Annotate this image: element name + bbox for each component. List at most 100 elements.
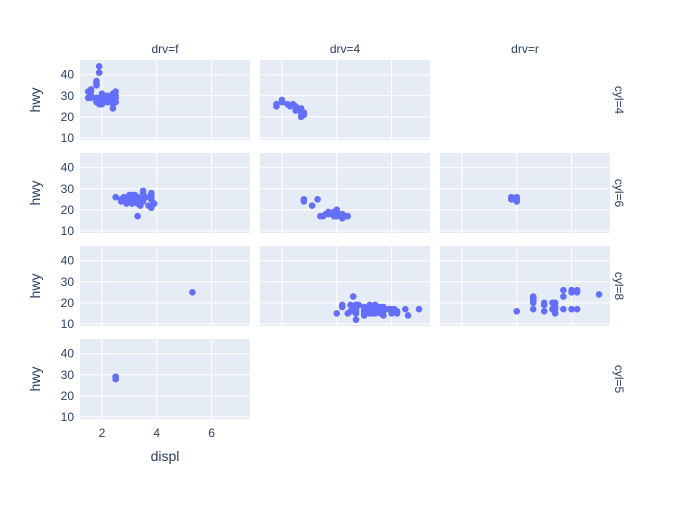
data-point [393,310,401,317]
data-point [189,289,196,296]
data-point [595,291,603,298]
data-point [380,303,387,311]
y-tick-label: 20 [61,203,75,217]
y-tick-label: 30 [61,89,75,103]
data-point [333,206,341,214]
y-tick-label: 10 [61,410,75,424]
data-point [273,103,280,110]
data-point [352,316,360,323]
data-point [134,212,141,220]
y-tick-label: 10 [61,224,75,238]
column-facet-label: drv=r [511,42,539,56]
data-point [568,286,575,294]
data-point [300,109,308,116]
data-point [300,198,308,205]
data-point [338,301,346,309]
y-tick-label: 40 [61,254,75,268]
x-tick-label: 2 [99,426,106,440]
column-facet-label: drv=f [151,42,179,56]
panel-background [260,153,430,233]
y-tick-label: 30 [61,368,75,382]
panel-background [80,246,250,326]
panel-background [440,153,610,233]
data-point [573,289,581,296]
row-facet-label: cyl=4 [612,86,626,115]
data-point [147,191,155,199]
data-point [510,196,518,203]
data-point [95,63,103,70]
data-point [117,196,125,203]
data-point [128,198,136,205]
data-point [95,69,103,76]
data-point [84,88,92,95]
data-point [560,305,567,313]
y-tick-label: 30 [61,275,75,289]
data-point [560,293,567,300]
y-tick-label: 40 [61,68,75,82]
y-axis-title: hwy [27,274,43,299]
data-point [529,305,537,313]
data-point [147,204,155,212]
data-point [93,77,100,85]
data-point [529,297,537,305]
data-point [98,92,106,100]
data-point [139,198,147,205]
data-point [371,303,379,311]
data-point [360,310,368,317]
data-point [84,94,92,102]
y-tick-label: 10 [61,317,75,331]
data-point [292,107,299,114]
data-point [513,307,521,315]
y-axis-title: hwy [27,367,43,392]
data-point [540,307,548,315]
data-point [319,212,327,220]
column-facet-label: drv=4 [330,42,361,56]
data-point [112,373,119,381]
data-point [286,103,294,110]
y-tick-label: 20 [61,296,75,310]
data-point [404,312,412,319]
y-tick-label: 20 [61,110,75,124]
data-point [560,286,567,294]
data-point [139,189,147,197]
data-point [415,305,423,313]
data-point [352,305,360,313]
data-point [402,305,409,313]
x-tick-label: 6 [208,426,215,440]
data-point [369,310,376,317]
x-tick-label: 4 [153,426,160,440]
x-axis-title: displ [151,448,180,464]
row-facet-label: cyl=6 [612,179,626,208]
data-point [126,191,133,199]
data-point [540,299,548,307]
panel-background [260,60,430,140]
data-point [112,193,119,201]
data-point [314,196,321,203]
data-point [349,293,357,300]
data-point [388,305,395,313]
data-point [98,98,106,106]
panel-background [80,339,250,419]
data-point [551,305,559,313]
data-point [333,310,341,317]
panel-background [440,246,610,326]
data-point [338,214,346,222]
y-tick-label: 10 [61,131,75,145]
y-tick-label: 30 [61,182,75,196]
row-facet-label: cyl=5 [612,365,626,394]
y-tick-label: 20 [61,389,75,403]
row-facet-label: cyl=8 [612,272,626,301]
data-point [573,305,581,313]
data-point [112,92,119,100]
data-point [123,200,130,207]
data-point [278,98,286,106]
data-point [134,196,141,203]
y-tick-label: 40 [61,347,75,361]
y-tick-label: 40 [61,161,75,175]
data-point [568,305,575,313]
data-point [344,212,352,220]
y-axis-title: hwy [27,88,43,113]
data-point [308,202,316,209]
